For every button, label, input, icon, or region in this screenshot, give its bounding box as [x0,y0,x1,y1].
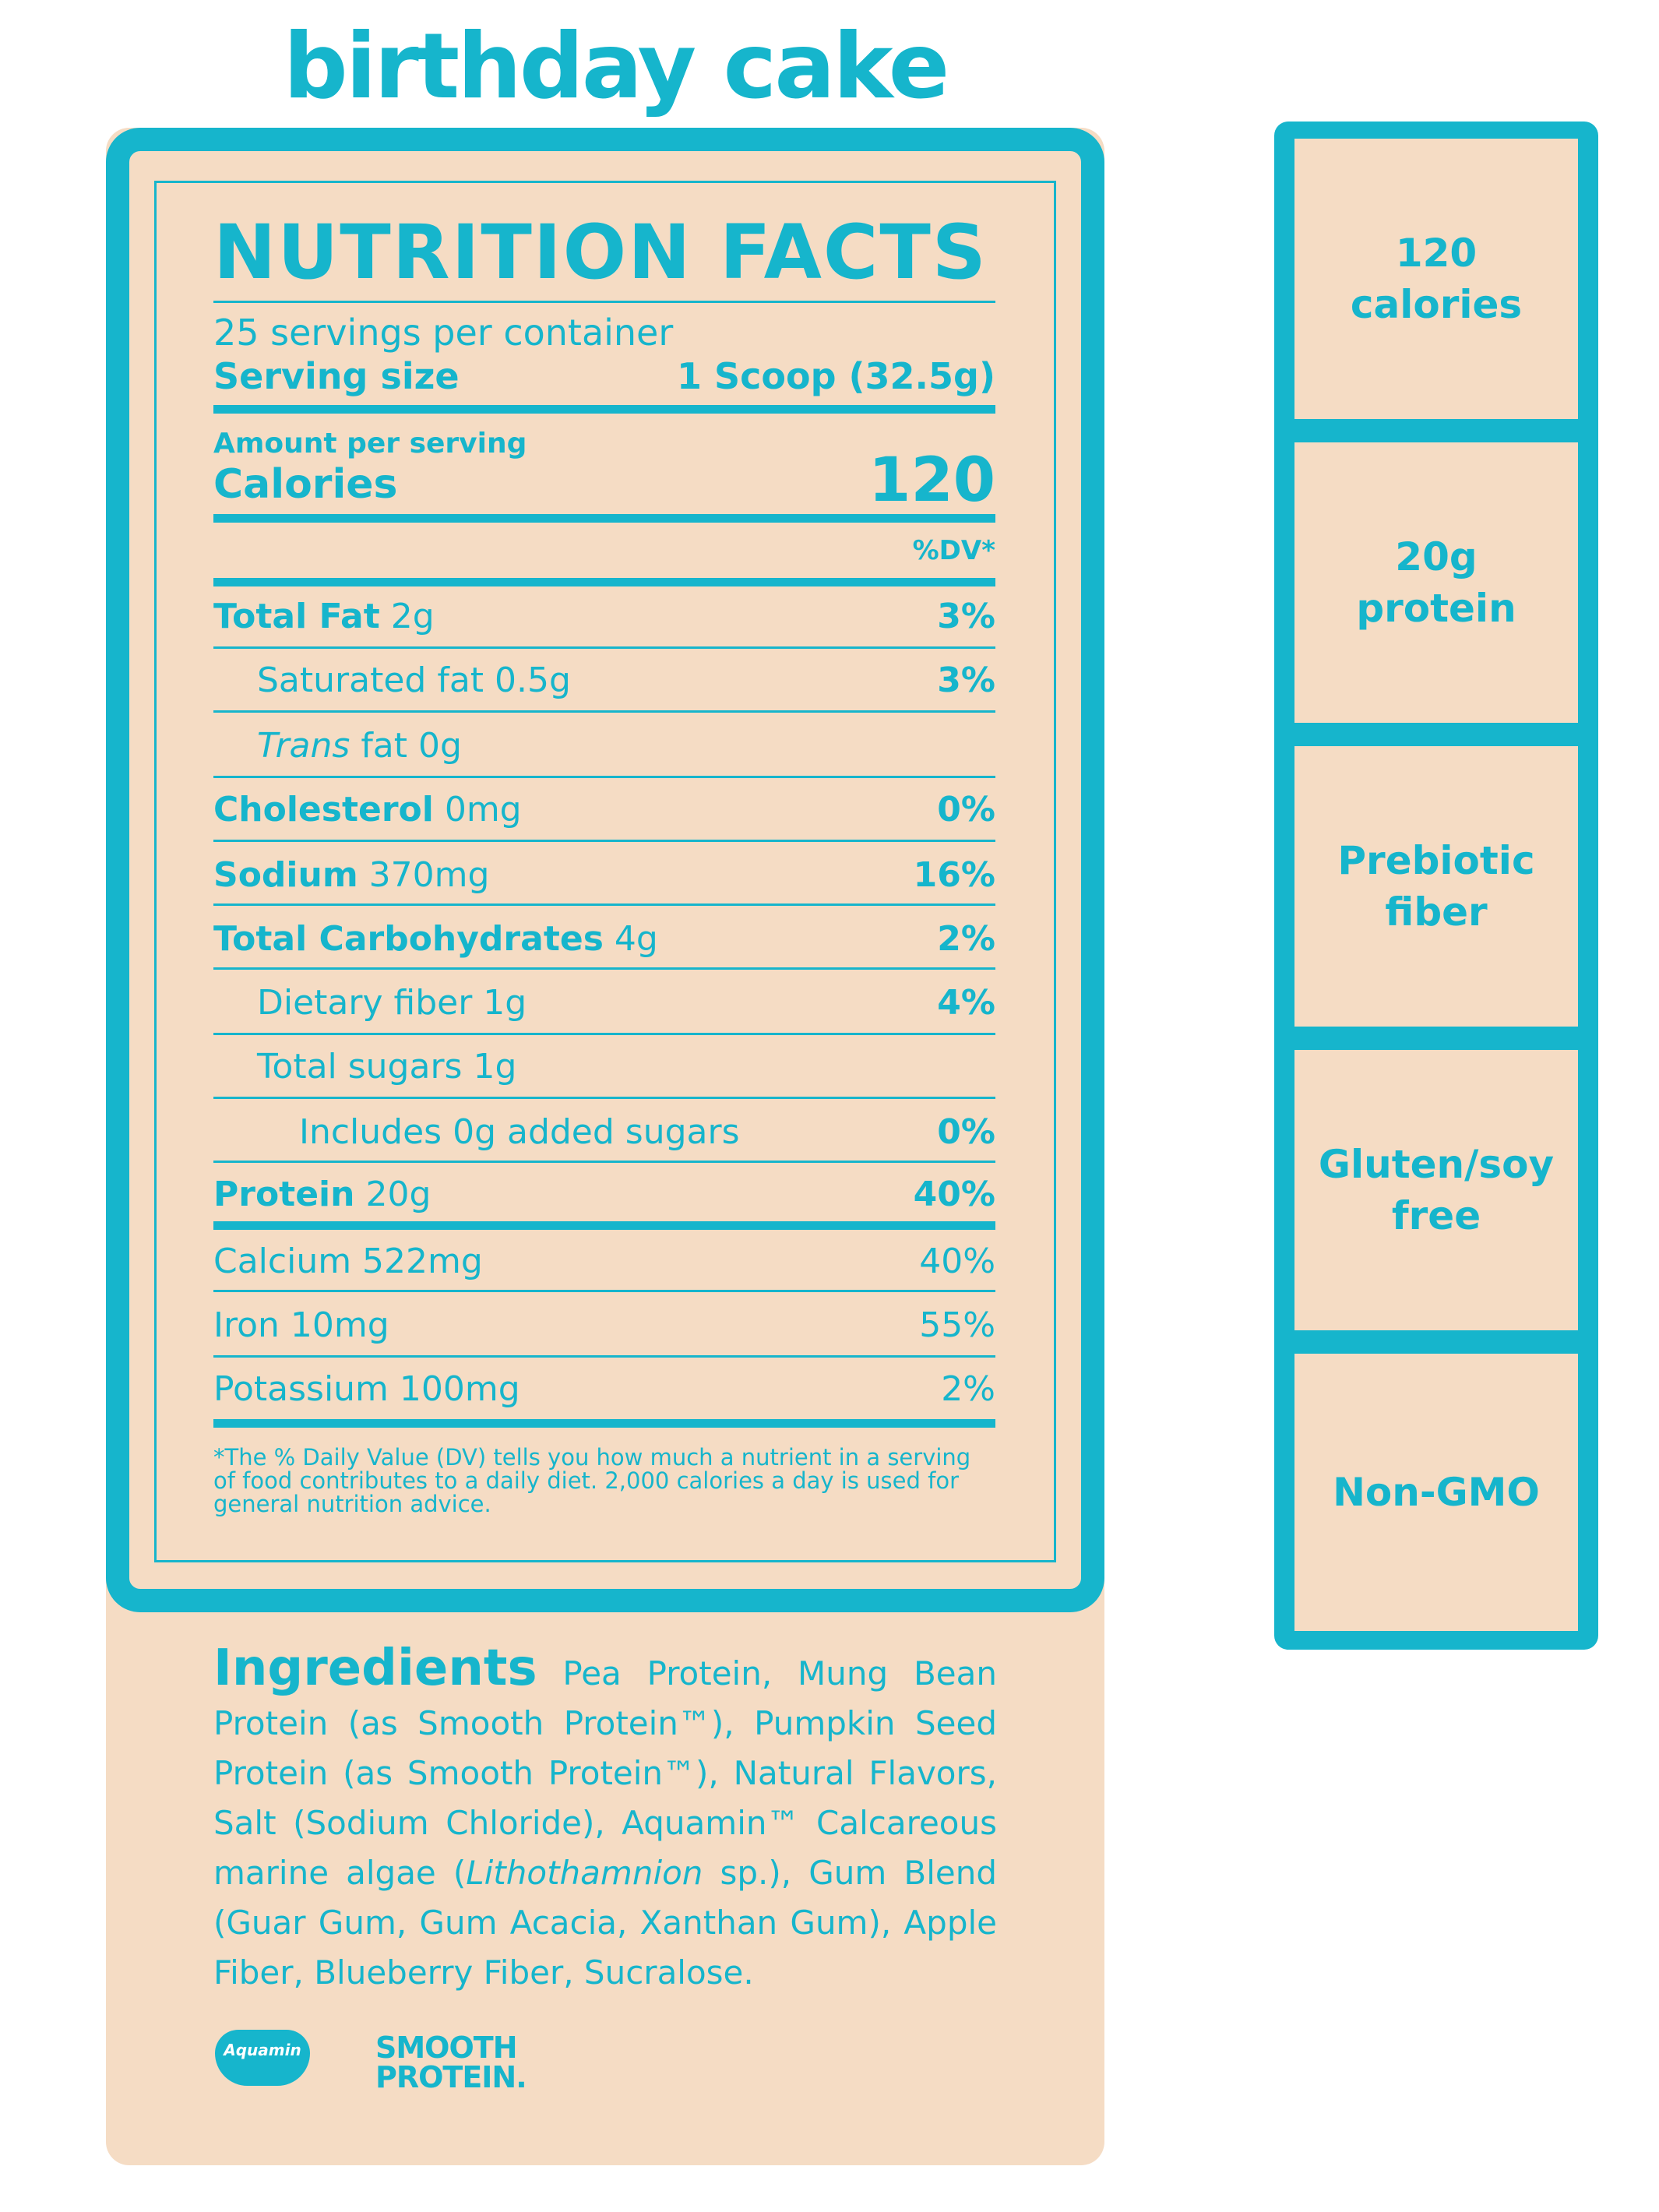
divider [213,1097,995,1099]
nutrient-name: Total Fat [213,597,380,636]
ingredients-text: Pea Protein, Mung Bean Protein (as Smoot… [213,1654,997,1892]
nutrient-dv: 2% [941,1369,995,1409]
nutrient-name: Includes 0g added sugars [299,1112,740,1152]
divider-thick [213,1221,995,1230]
nutrient-row-protein: Protein 20g 40% [213,1171,995,1218]
divider [213,776,995,778]
nutrient-name: Trans [257,726,350,766]
nutrition-facts-frame [106,128,1104,1612]
divider [213,967,995,970]
divider-thick [213,1419,995,1428]
nutrient-name: Protein [213,1175,355,1214]
nutrient-row-iron: Iron 10mg 55% [213,1302,995,1349]
nutrient-name: Dietary fiber 1g [257,983,527,1023]
flavor-title: birthday cake [283,14,950,119]
nutrient-dv: 55% [919,1305,995,1345]
nutrient-name: Iron 10mg [213,1305,389,1345]
nutrient-name: Total sugars 1g [257,1047,517,1087]
divider [213,1355,995,1358]
ingredients-text-italic: Lithothamnion [466,1854,703,1892]
ingredients-text: sp.), Gum Blend (Guar Gum, Gum Acacia, X… [213,1854,997,1992]
nutrient-dv: 2% [937,919,995,959]
nutrient-row-dietary-fiber: Dietary fiber 1g 4% [213,980,995,1027]
divider [213,1033,995,1035]
nutrient-dv: 16% [913,855,995,895]
nutrient-dv: 4% [937,983,995,1023]
nutrient-row-total-sugars: Total sugars 1g [213,1044,995,1090]
calories-value: 120 [868,446,995,516]
highlight-protein: 20g protein [1294,442,1578,723]
divider-thick [213,578,995,586]
nutrient-amount: 0mg [433,790,522,830]
amount-per-serving: Amount per serving [213,428,527,460]
divider [213,710,995,713]
divider [213,840,995,842]
aquamin-logo: Aquamin [215,2030,310,2086]
nutrient-name: Total Carbohydrates [213,919,604,959]
divider [213,301,995,303]
nutrient-name: Sodium [213,855,358,895]
divider-thick [213,405,995,414]
nutrient-name: Saturated fat 0.5g [257,660,571,700]
nutrient-name: Cholesterol [213,790,434,830]
nutrient-row-saturated-fat: Saturated fat 0.5g 3% [213,657,995,704]
nutrient-row-calcium: Calcium 522mg 40% [213,1238,995,1285]
serving-size-value: 1 Scoop (32.5g) [676,355,995,397]
calories-label: Calories [213,461,398,508]
nutrient-dv: 40% [913,1175,995,1214]
nutrient-amount: 4g [603,919,658,959]
divider [213,646,995,649]
divider [213,903,995,906]
nutrient-row-total-carbohydrates: Total Carbohydrates 4g 2% [213,916,995,963]
divider [213,1161,995,1163]
smooth-protein-logo: SMOOTH PROTEIN. [375,2031,527,2094]
nutrient-amount: fat 0g [350,726,462,766]
nutrient-row-potassium: Potassium 100mg 2% [213,1366,995,1413]
dv-footnote: *The % Daily Value (DV) tells you how mu… [213,1444,971,1517]
nutrient-row-sodium: Sodium 370mg 16% [213,852,995,899]
divider-thick [213,514,995,523]
ingredients-paragraph: Ingredients Pea Protein, Mung Bean Prote… [213,1643,997,1998]
dv-header: %DV* [912,535,995,566]
highlight-calories: 120 calories [1294,139,1578,419]
nutrient-amount: 370mg [358,855,490,895]
servings-per-container: 25 servings per container [213,312,674,354]
nutrient-amount: 20g [354,1175,431,1214]
nutrient-row-added-sugars: Includes 0g added sugars 0% [213,1109,995,1156]
nutrition-facts-heading: NUTRITION FACTS [213,209,988,296]
nutrient-name: Calcium 522mg [213,1242,483,1281]
nutrient-name: Potassium 100mg [213,1369,520,1409]
label-card [106,128,1104,2165]
ingredients-heading: Ingredients [213,1640,537,1697]
nutrient-dv: 0% [937,1112,995,1152]
divider [213,1290,995,1292]
nutrient-dv: 0% [937,790,995,830]
nutrient-dv: 3% [937,660,995,700]
nutrient-dv: 3% [937,597,995,636]
nutrient-dv: 40% [919,1242,995,1281]
highlight-non-gmo: Non-GMO [1294,1354,1578,1631]
nutrient-row-total-fat: Total Fat 2g 3% [213,594,995,640]
nutrient-amount: 2g [379,597,435,636]
highlight-prebiotic-fiber: Prebiotic fiber [1294,746,1578,1027]
highlight-gluten-soy-free: Gluten/soy free [1294,1050,1578,1330]
nutrition-facts-inner-frame [154,181,1056,1562]
nutrient-row-cholesterol: Cholesterol 0mg 0% [213,787,995,833]
nutrient-row-trans-fat: Trans fat 0g [213,723,995,770]
serving-size-label: Serving size [213,355,460,397]
